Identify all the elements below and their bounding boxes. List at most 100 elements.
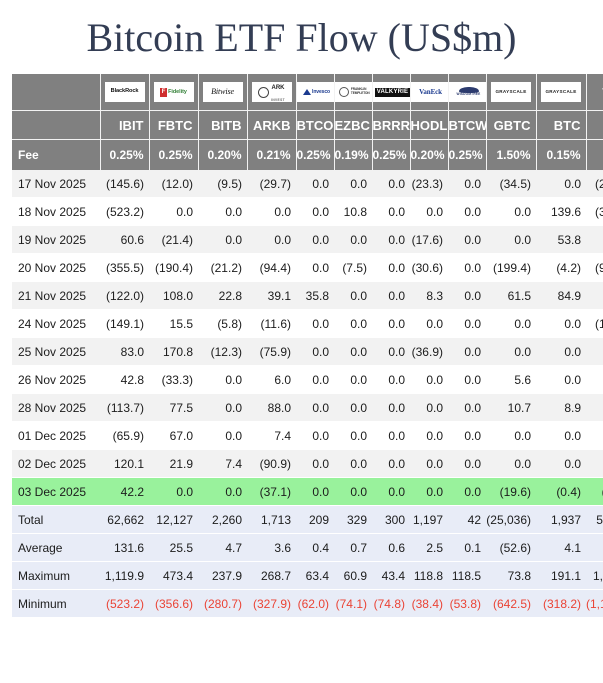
row-date-label: 18 Nov 2025: [12, 197, 100, 226]
summary-row-label: Maximum: [12, 561, 100, 590]
flow-cell-total: (903.2): [586, 253, 603, 282]
ticker-header-hodl: HODL: [410, 110, 449, 140]
flow-cell-fbtc: 21.9: [149, 449, 198, 478]
summary-row: Total 62,662 12,127 2,260 1,713 209 329 300 1,19…: [12, 505, 603, 534]
flow-cell-arkb: 7.4: [247, 421, 296, 450]
flow-summary-body: Total 62,662 12,127 2,260 1,713 209 329 300 1,19…: [12, 505, 603, 617]
flow-cell-btcw: 0.0: [448, 449, 486, 478]
flow-cell-bitb: 0.0: [198, 477, 247, 506]
flow-cell-fbtc: 67.0: [149, 421, 198, 450]
ticker-row-corner: [12, 110, 101, 140]
flow-cell-total: 21.1: [586, 365, 603, 394]
flow-cell-btco: 0.0: [296, 421, 334, 450]
flow-cell-btcw: 0.0: [448, 170, 486, 198]
flow-cell-arkb: (75.9): [247, 337, 296, 366]
table-row: 20 Nov 2025 (355.5) (190.4) (21.2) (94.4) 0.0…: [12, 253, 603, 282]
flow-cell-brrr: 0.0: [372, 309, 410, 338]
flow-cell-hodl: (36.9): [410, 337, 448, 366]
summary-cell-total: 1,373.8: [586, 561, 603, 590]
flow-cell-brrr: 0.0: [372, 225, 410, 254]
flow-cell-ibit: (113.7): [100, 393, 149, 422]
summary-cell-brrr: 43.4: [372, 561, 410, 590]
ticker-header-gbtc: GBTC: [486, 110, 537, 140]
flow-cell-brrr: 0.0: [372, 197, 410, 226]
fee-btco: 0.25%: [296, 139, 335, 170]
flow-cell-arkb: (11.6): [247, 309, 296, 338]
flow-cell-total: 75.4: [586, 225, 603, 254]
flow-cell-ezbc: 0.0: [334, 337, 372, 366]
fee-gbtc: 1.50%: [486, 139, 537, 170]
flow-cell-btcw: 0.0: [448, 421, 486, 450]
fee-total-spacer: [586, 139, 603, 170]
row-date-label: 19 Nov 2025: [12, 225, 100, 254]
flow-cell-arkb: 0.0: [247, 225, 296, 254]
flow-cell-hodl: 8.3: [410, 281, 448, 310]
summary-cell-total: 57,739: [586, 505, 603, 534]
flow-cell-bitb: 22.8: [198, 281, 247, 310]
issuer-logo-cell-arkb: ARK INVEST: [247, 74, 297, 111]
total-column-header: Total: [586, 74, 603, 111]
summary-row: Maximum 1,119.9 473.4 237.9 268.7 63.4 60.9 43.…: [12, 561, 603, 590]
flow-cell-arkb: (29.7): [247, 170, 296, 198]
flow-cell-hodl: (23.3): [410, 170, 448, 198]
summary-row: Minimum (523.2) (356.6) (280.7) (327.9) (62.0…: [12, 589, 603, 617]
flow-cell-total: 71.4: [586, 393, 603, 422]
fee-row-label: Fee: [12, 139, 101, 170]
franklin-templeton-logo: FRANKLIN TEMPLETON: [334, 82, 371, 102]
table-row: 19 Nov 2025 60.6 (21.4) 0.0 0.0 0.0 0.0 0.0 (17.…: [12, 225, 603, 254]
flow-cell-ezbc: 0.0: [334, 309, 372, 338]
summary-cell-arkb: 268.7: [247, 561, 296, 590]
flow-cell-btco: 0.0: [296, 477, 334, 506]
row-date-label: 17 Nov 2025: [12, 170, 100, 198]
flow-cell-btco: 35.8: [296, 281, 334, 310]
summary-cell-brrr: 300: [372, 505, 410, 534]
ticker-header-total-spacer: [586, 110, 603, 140]
summary-cell-gbtc: (52.6): [486, 533, 536, 562]
flow-cell-ezbc: 0.0: [334, 170, 372, 198]
summary-cell-hodl: 118.8: [410, 561, 448, 590]
summary-row-label: Minimum: [12, 589, 100, 617]
flow-cell-arkb: 6.0: [247, 365, 296, 394]
flow-cell-gbtc: 0.0: [486, 197, 536, 226]
summary-cell-hodl: (38.4): [410, 589, 448, 617]
summary-cell-bitb: 2,260: [198, 505, 247, 534]
flow-cell-btcw: 0.0: [448, 309, 486, 338]
flow-cell-hodl: 0.0: [410, 393, 448, 422]
issuer-logo-cell-fbtc: F Fidelity: [149, 74, 199, 111]
flow-cell-btc: 0.0: [536, 421, 586, 450]
flow-cell-btc: 84.9: [536, 281, 586, 310]
flow-cell-bitb: (21.2): [198, 253, 247, 282]
flow-cell-gbtc: 0.0: [486, 225, 536, 254]
flow-cell-ibit: 83.0: [100, 337, 149, 366]
flow-cell-btcw: 0.0: [448, 225, 486, 254]
flow-data-body: 17 Nov 2025 (145.6) (12.0) (9.5) (29.7) 0.0 0.…: [12, 170, 603, 506]
ticker-header-btco: BTCO: [296, 110, 335, 140]
ticker-header-bitb: BITB: [198, 110, 248, 140]
table-row: 24 Nov 2025 (149.1) 15.5 (5.8) (11.6) 0.0 0.0 0…: [12, 309, 603, 338]
summary-cell-btcw: 42: [448, 505, 486, 534]
summary-cell-ibit: 1,119.9: [100, 561, 149, 590]
flow-cell-fbtc: 77.5: [149, 393, 198, 422]
flow-cell-hodl: 0.0: [410, 477, 448, 506]
flow-cell-total: 58.5: [586, 449, 603, 478]
summary-cell-bitb: (280.7): [198, 589, 247, 617]
summary-cell-btco: 63.4: [296, 561, 334, 590]
flow-cell-bitb: 7.4: [198, 449, 247, 478]
flow-cell-gbtc: 0.0: [486, 337, 536, 366]
flow-cell-brrr: 0.0: [372, 421, 410, 450]
summary-cell-ezbc: (74.1): [334, 589, 372, 617]
summary-cell-brrr: 0.6: [372, 533, 410, 562]
summary-cell-arkb: 1,713: [247, 505, 296, 534]
flow-cell-hodl: 0.0: [410, 365, 448, 394]
summary-cell-hodl: 2.5: [410, 533, 448, 562]
flow-cell-total: (372.8): [586, 197, 603, 226]
flow-cell-fbtc: (33.3): [149, 365, 198, 394]
flow-cell-btco: 0.0: [296, 253, 334, 282]
flow-cell-total: (151.0): [586, 309, 603, 338]
invesco-logo: Invesco: [296, 82, 333, 102]
page-title: Bitcoin ETF Flow (US$m): [86, 15, 517, 60]
flow-cell-bitb: 0.0: [198, 197, 247, 226]
flow-cell-fbtc: (12.0): [149, 170, 198, 198]
grayscale-logo: GRAYSCALE: [541, 82, 581, 102]
flow-cell-ibit: (65.9): [100, 421, 149, 450]
